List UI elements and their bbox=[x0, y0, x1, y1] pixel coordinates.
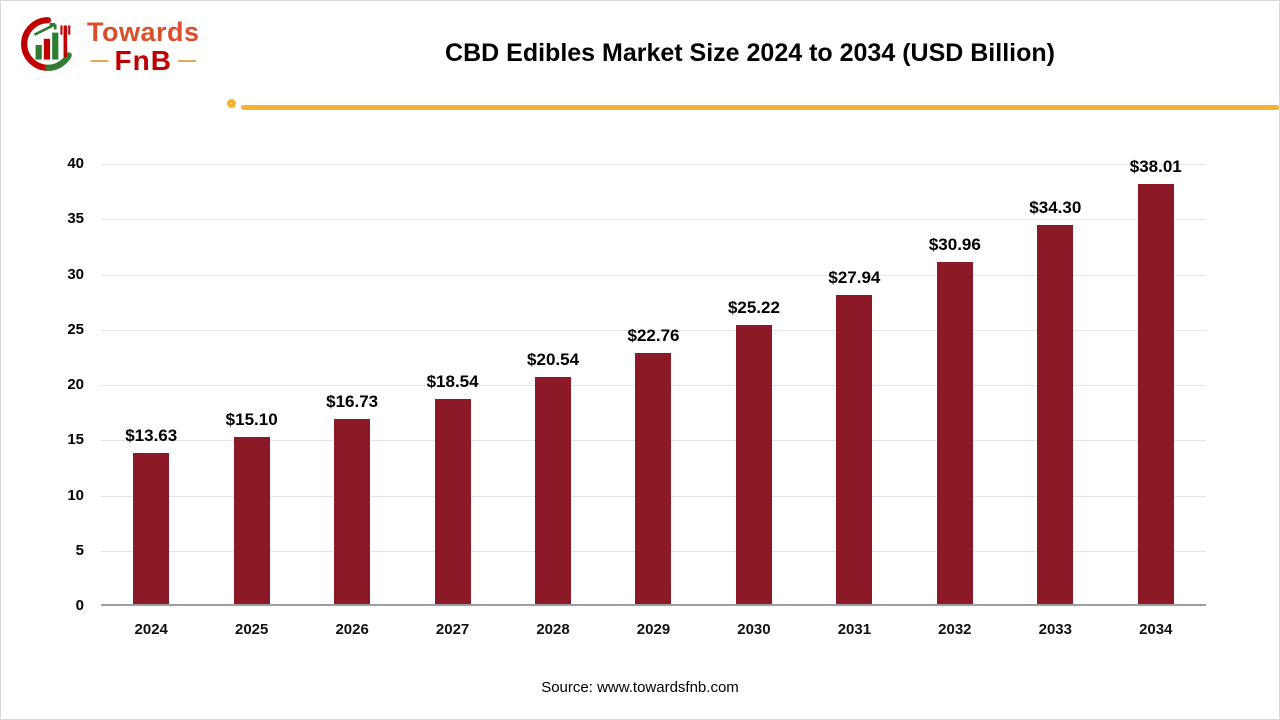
bar bbox=[936, 261, 973, 604]
bar-value-label: $18.54 bbox=[426, 372, 479, 392]
bar bbox=[735, 325, 772, 604]
bar-column: $15.10 bbox=[201, 410, 301, 604]
bar-column: $16.73 bbox=[302, 392, 402, 604]
y-tick-label: 15 bbox=[67, 431, 84, 449]
x-tick-label: 2029 bbox=[636, 621, 671, 638]
bar-value-label: $16.73 bbox=[326, 392, 379, 412]
bar-column: $18.54 bbox=[402, 372, 502, 604]
bars-row: $13.63 $15.10 $16.73 $18.54 $20.54 $22.76 $25.… bbox=[101, 157, 1206, 604]
accent-ring-icon bbox=[227, 99, 236, 108]
bar bbox=[1037, 225, 1074, 604]
x-axis: 2024 2025 2026 2027 2028 2029 2030 2031 2032 2033… bbox=[101, 621, 1206, 638]
brand-name-bottom-row: — FnB — bbox=[87, 44, 200, 76]
x-tick-label: 2032 bbox=[938, 621, 972, 638]
brand-name-bottom: FnB bbox=[114, 44, 172, 76]
bar-column: $30.96 bbox=[905, 235, 1005, 604]
bar-value-label: $20.54 bbox=[527, 350, 580, 370]
y-tick-label: 35 bbox=[67, 210, 84, 228]
y-tick-label: 5 bbox=[75, 541, 84, 559]
gridline bbox=[101, 219, 1206, 221]
accent-divider bbox=[227, 99, 1279, 110]
logo-dash-right: — bbox=[177, 50, 196, 71]
bar-value-label: $13.63 bbox=[125, 426, 178, 446]
y-tick-label: 25 bbox=[67, 320, 84, 338]
gridline bbox=[101, 164, 1206, 165]
bar-column: $25.22 bbox=[704, 298, 804, 604]
y-tick-label: 0 bbox=[75, 597, 84, 614]
x-tick-label: 2033 bbox=[1038, 621, 1072, 638]
x-tick-label: 2030 bbox=[737, 621, 771, 638]
bar-value-label: $38.01 bbox=[1129, 157, 1182, 176]
x-tick-label: 2024 bbox=[134, 621, 168, 638]
bar-column: $38.01 bbox=[1106, 157, 1206, 604]
bar-column: $22.76 bbox=[603, 326, 703, 604]
x-tick-label: 2034 bbox=[1139, 621, 1173, 638]
bar bbox=[233, 437, 270, 604]
y-tick-label: 40 bbox=[67, 155, 84, 172]
x-tick-label: 2025 bbox=[234, 621, 269, 638]
bar-column: $27.94 bbox=[804, 268, 904, 604]
bar-value-label: $27.94 bbox=[828, 268, 881, 288]
bar bbox=[434, 399, 471, 604]
bar bbox=[836, 295, 873, 604]
logo-dash-left: — bbox=[90, 50, 109, 71]
y-tick-label: 10 bbox=[67, 486, 84, 504]
bar-value-label: $22.76 bbox=[627, 325, 680, 345]
x-tick-label: 2026 bbox=[335, 621, 369, 638]
bar bbox=[635, 352, 672, 604]
brand-name-top: Towards bbox=[87, 16, 200, 47]
plot-area: 0 5 10 15 20 25 30 35 40 $13.63 $15.10 $16.73 $18.5… bbox=[67, 155, 1206, 614]
bar-value-label: $15.10 bbox=[225, 410, 278, 430]
x-tick-label: 2027 bbox=[435, 621, 470, 638]
y-tick-label: 30 bbox=[67, 265, 84, 283]
bar-value-label: $30.96 bbox=[928, 234, 981, 254]
y-tick-label: 20 bbox=[67, 376, 84, 393]
bar-column: $13.63 bbox=[101, 426, 201, 604]
chart-title: CBD Edibles Market Size 2024 to 2034 (US… bbox=[445, 39, 1055, 67]
bar-column: $34.30 bbox=[1005, 198, 1105, 604]
bar bbox=[334, 419, 371, 604]
gridline bbox=[101, 329, 1206, 331]
logo-icon bbox=[19, 15, 77, 78]
bar bbox=[1137, 184, 1174, 604]
bar-column: $20.54 bbox=[503, 350, 603, 604]
brand-logo: Towards — FnB — bbox=[19, 15, 200, 78]
bar bbox=[133, 453, 170, 604]
logo-text: Towards — FnB — bbox=[87, 16, 200, 76]
x-tick-label: 2028 bbox=[536, 621, 570, 638]
gridline bbox=[101, 274, 1206, 276]
bar bbox=[535, 377, 572, 604]
bar-value-label: $25.22 bbox=[727, 298, 780, 318]
bar-value-label: $34.30 bbox=[1029, 198, 1082, 217]
x-tick-label: 2031 bbox=[837, 621, 872, 638]
source-text: Source: www.towardsfnb.com bbox=[541, 679, 739, 696]
